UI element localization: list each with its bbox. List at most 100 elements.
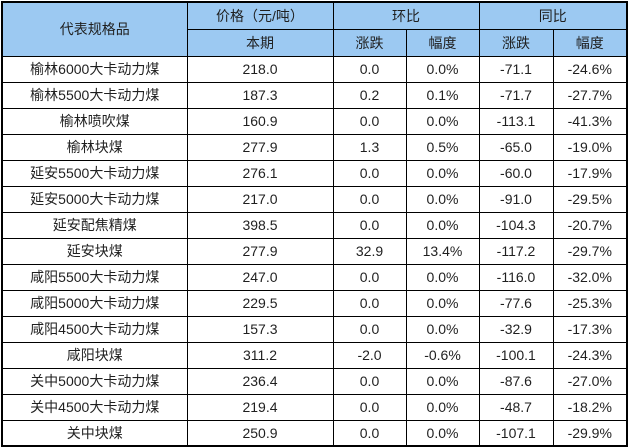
mom-pct-cell: 0.0%	[405, 393, 480, 421]
table-row: 关中5000大卡动力煤 236.4 0.0 0.0% -87.6 -27.0%	[1, 367, 628, 395]
price-current-cell: 218.0	[186, 55, 334, 83]
price-table-header: 代表规格品 价格（元/吨） 环比 同比 本期 涨跌 幅度 涨跌 幅度	[1, 1, 628, 57]
product-name-cell: 榆林5500大卡动力煤	[1, 81, 188, 109]
mom-change-cell: 0.0	[332, 107, 407, 135]
yoy-pct-cell: -24.6%	[552, 55, 628, 83]
yoy-change-cell: -117.2	[478, 237, 554, 265]
table-row: 榆林6000大卡动力煤 218.0 0.0 0.0% -71.1 -24.6%	[1, 55, 628, 83]
table-row: 关中块煤 250.9 0.0 0.0% -107.1 -29.9%	[1, 419, 628, 447]
table-row: 榆林喷吹煤 160.9 0.0 0.0% -113.1 -41.3%	[1, 107, 628, 135]
table-row: 延安5000大卡动力煤 217.0 0.0 0.0% -91.0 -29.5%	[1, 185, 628, 213]
yoy-change-cell: -107.1	[478, 419, 554, 447]
price-current-cell: 219.4	[186, 393, 334, 421]
yoy-pct-cell: -29.5%	[552, 185, 628, 213]
mom-pct-cell: 0.0%	[405, 263, 480, 291]
price-current-cell: 157.3	[186, 315, 334, 343]
header-price-group: 价格（元/吨）	[186, 1, 334, 30]
price-current-cell: 187.3	[186, 81, 334, 109]
header-yoy-rise-fall: 涨跌	[478, 28, 554, 57]
mom-change-cell: 1.3	[332, 133, 407, 161]
yoy-change-cell: -71.7	[478, 81, 554, 109]
table-row: 关中4500大卡动力煤 219.4 0.0 0.0% -48.7 -18.2%	[1, 393, 628, 421]
mom-change-cell: 0.0	[332, 211, 407, 239]
product-name-cell: 咸阳4500大卡动力煤	[1, 315, 188, 343]
price-current-cell: 398.5	[186, 211, 334, 239]
yoy-change-cell: -91.0	[478, 185, 554, 213]
yoy-change-cell: -104.3	[478, 211, 554, 239]
mom-pct-cell: 0.0%	[405, 419, 480, 447]
yoy-change-cell: -48.7	[478, 393, 554, 421]
table-row: 咸阳5000大卡动力煤 229.5 0.0 0.0% -77.6 -25.3%	[1, 289, 628, 317]
yoy-pct-cell: -25.3%	[552, 289, 628, 317]
yoy-pct-cell: -20.7%	[552, 211, 628, 239]
product-name-cell: 延安块煤	[1, 237, 188, 265]
price-current-cell: 247.0	[186, 263, 334, 291]
yoy-change-cell: -32.9	[478, 315, 554, 343]
yoy-pct-cell: -17.3%	[552, 315, 628, 343]
mom-change-cell: 32.9	[332, 237, 407, 265]
yoy-pct-cell: -27.7%	[552, 81, 628, 109]
price-current-cell: 277.9	[186, 133, 334, 161]
table-row: 咸阳5500大卡动力煤 247.0 0.0 0.0% -116.0 -32.0%	[1, 263, 628, 291]
mom-pct-cell: 0.5%	[405, 133, 480, 161]
yoy-pct-cell: -27.0%	[552, 367, 628, 395]
yoy-change-cell: -100.1	[478, 341, 554, 369]
price-current-cell: 250.9	[186, 419, 334, 447]
price-current-cell: 276.1	[186, 159, 334, 187]
mom-pct-cell: 0.0%	[405, 185, 480, 213]
header-current-period: 本期	[186, 28, 334, 57]
product-name-cell: 榆林块煤	[1, 133, 188, 161]
table-row: 延安块煤 277.9 32.9 13.4% -117.2 -29.7%	[1, 237, 628, 265]
header-mom-group: 环比	[332, 1, 480, 30]
header-row-subcolumns: 本期 涨跌 幅度 涨跌 幅度	[2, 28, 628, 57]
product-name-cell: 咸阳块煤	[1, 341, 188, 369]
product-name-cell: 关中4500大卡动力煤	[1, 393, 188, 421]
mom-pct-cell: 0.0%	[405, 55, 480, 83]
mom-pct-cell: 0.0%	[405, 211, 480, 239]
mom-change-cell: 0.0	[332, 263, 407, 291]
product-name-cell: 延安配焦精煤	[1, 211, 188, 239]
mom-change-cell: 0.0	[332, 367, 407, 395]
mom-change-cell: 0.2	[332, 81, 407, 109]
yoy-pct-cell: -18.2%	[552, 393, 628, 421]
price-table-body: 榆林6000大卡动力煤 218.0 0.0 0.0% -71.1 -24.6% 榆林5500…	[1, 55, 628, 447]
mom-pct-cell: 0.0%	[405, 107, 480, 135]
yoy-change-cell: -87.6	[478, 367, 554, 395]
table-row: 延安5500大卡动力煤 276.1 0.0 0.0% -60.0 -17.9%	[1, 159, 628, 187]
yoy-change-cell: -60.0	[478, 159, 554, 187]
mom-pct-cell: 0.0%	[405, 159, 480, 187]
product-name-cell: 榆林喷吹煤	[1, 107, 188, 135]
mom-pct-cell: 0.1%	[405, 81, 480, 109]
yoy-change-cell: -65.0	[478, 133, 554, 161]
yoy-pct-cell: -24.3%	[552, 341, 628, 369]
yoy-pct-cell: -29.7%	[552, 237, 628, 265]
header-mom-magnitude: 幅度	[405, 28, 480, 57]
table-row: 延安配焦精煤 398.5 0.0 0.0% -104.3 -20.7%	[1, 211, 628, 239]
mom-pct-cell: 13.4%	[405, 237, 480, 265]
header-yoy-group: 同比	[478, 1, 628, 30]
mom-change-cell: 0.0	[332, 393, 407, 421]
mom-change-cell: 0.0	[332, 419, 407, 447]
product-name-cell: 关中块煤	[1, 419, 188, 447]
yoy-change-cell: -71.1	[478, 55, 554, 83]
mom-pct-cell: -0.6%	[405, 341, 480, 369]
price-current-cell: 311.2	[186, 341, 334, 369]
header-product: 代表规格品	[1, 1, 188, 57]
header-yoy-magnitude: 幅度	[552, 28, 628, 57]
mom-pct-cell: 0.0%	[405, 289, 480, 317]
table-row: 榆林块煤 277.9 1.3 0.5% -65.0 -19.0%	[1, 133, 628, 161]
yoy-change-cell: -116.0	[478, 263, 554, 291]
product-name-cell: 咸阳5000大卡动力煤	[1, 289, 188, 317]
header-row-groups: 代表规格品 价格（元/吨） 环比 同比	[1, 1, 628, 57]
yoy-change-cell: -113.1	[478, 107, 554, 135]
price-current-cell: 236.4	[186, 367, 334, 395]
table-row: 榆林5500大卡动力煤 187.3 0.2 0.1% -71.7 -27.7%	[1, 81, 628, 109]
price-current-cell: 217.0	[186, 185, 334, 213]
product-name-cell: 榆林6000大卡动力煤	[1, 55, 188, 83]
mom-pct-cell: 0.0%	[405, 367, 480, 395]
mom-pct-cell: 0.0%	[405, 315, 480, 343]
yoy-change-cell: -77.6	[478, 289, 554, 317]
yoy-pct-cell: -41.3%	[552, 107, 628, 135]
